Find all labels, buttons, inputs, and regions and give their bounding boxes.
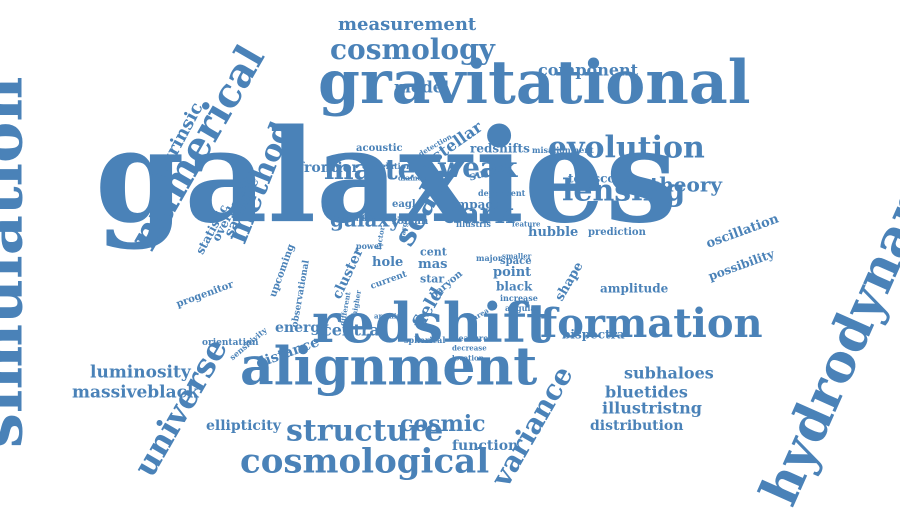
- word-point: point: [493, 266, 531, 279]
- word-bispectra: bispectra: [562, 329, 625, 341]
- word-dependent: dependent: [478, 189, 525, 197]
- word-progenitor: progenitor: [175, 280, 235, 310]
- word-observational: observational: [291, 260, 312, 329]
- word-arcmin: arcmin: [374, 313, 402, 320]
- word-possibility: possibility: [707, 248, 776, 283]
- word-energy: energy: [275, 321, 328, 335]
- word-acoustic: acoustic: [356, 144, 403, 154]
- word-angular: angular: [505, 304, 540, 312]
- word-current: current: [370, 270, 409, 291]
- word-component: component: [538, 63, 638, 79]
- word-illustris: illustris: [456, 220, 491, 228]
- word-redshifts: redshifts: [470, 143, 530, 155]
- word-major: major: [476, 254, 502, 262]
- word-shape: shape: [553, 260, 586, 303]
- word-location: location: [452, 355, 484, 362]
- word-amplitude: amplitude: [600, 283, 668, 295]
- word-measure: measure: [450, 334, 488, 342]
- word-distribution: distribution: [590, 419, 683, 433]
- word-cosmology: cosmology: [330, 36, 495, 64]
- word-feature: feature: [512, 221, 540, 228]
- word-prediction: prediction: [588, 228, 646, 238]
- word-measurement: measurement: [338, 16, 476, 34]
- word-eagle: eagle: [392, 200, 422, 210]
- word-spherical: spherical: [404, 336, 445, 344]
- word-diameter: diameter: [398, 175, 433, 182]
- word-illustristng: illustristng: [602, 401, 702, 417]
- word-decrease: decrease: [452, 345, 487, 352]
- word-oscillation: oscillation: [705, 212, 781, 250]
- word-ellipticity: ellipticity: [206, 419, 281, 433]
- word-smaller: smaller: [502, 253, 531, 260]
- word-volume: volume: [340, 214, 372, 222]
- word-massiveblack: massiveblack: [72, 385, 199, 402]
- word-luminosity: luminosity: [90, 365, 191, 382]
- word-impact: impact: [452, 199, 498, 211]
- word-telescope: telescope: [568, 173, 631, 185]
- word-model: model: [394, 80, 449, 96]
- word-function: function: [452, 439, 518, 453]
- word-subhaloes: subhaloes: [624, 366, 714, 382]
- word-correlation: correlation: [362, 162, 412, 170]
- word-theory: theory: [650, 174, 722, 194]
- word-cent: cent: [420, 246, 447, 257]
- word-misalignment: misalignment: [532, 146, 594, 154]
- word-central: central: [322, 323, 386, 339]
- word-roman: roman: [392, 217, 428, 227]
- word-frontier: frontier: [298, 161, 359, 175]
- word-hydrodynamic: hydrodynamic: [753, 116, 900, 513]
- word-increase: increase: [500, 294, 538, 302]
- word-hole: hole: [372, 256, 403, 269]
- word-universe: universe: [128, 333, 232, 481]
- word-black: black: [496, 281, 532, 293]
- word-cosmic: cosmic: [400, 413, 486, 435]
- word-simulation: simulation: [0, 77, 32, 449]
- word-mas: mas: [418, 258, 448, 271]
